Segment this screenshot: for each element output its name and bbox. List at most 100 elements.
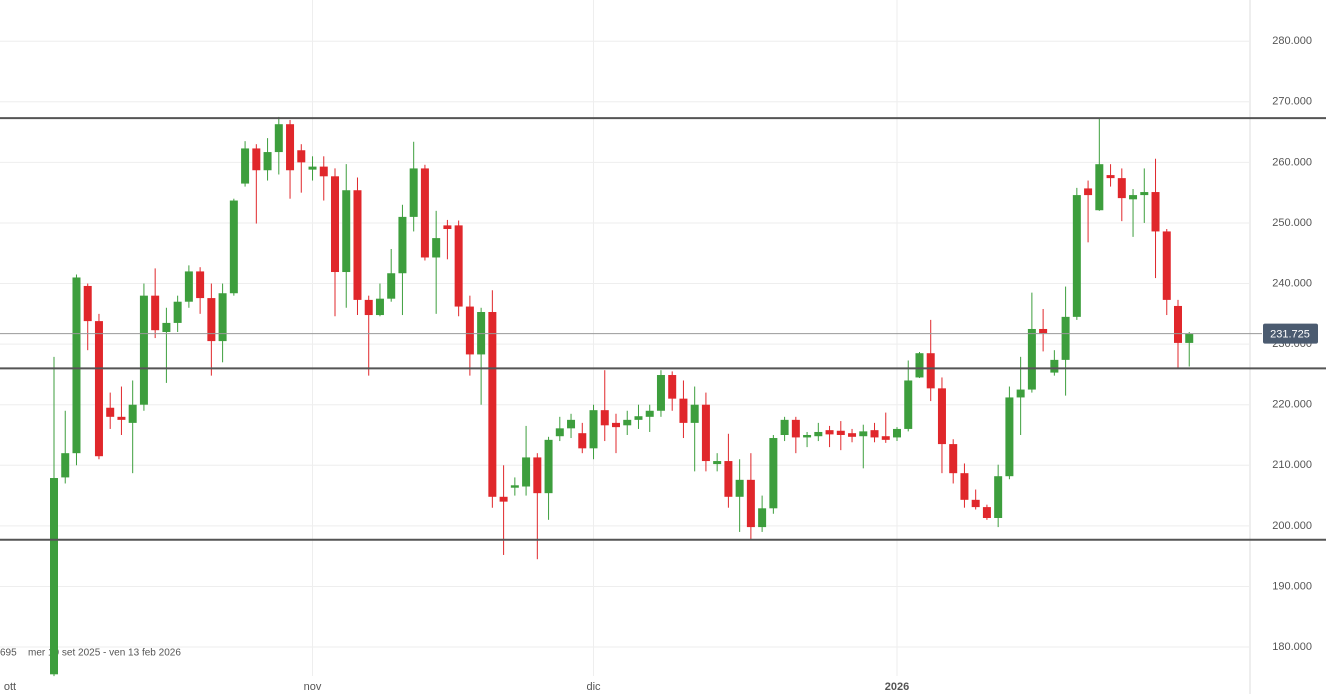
y-tick-label: 200.000 (1272, 520, 1312, 532)
candle-body (50, 478, 58, 675)
candle-body (398, 216, 407, 274)
candle-body (241, 148, 250, 184)
candle-body (623, 419, 632, 426)
candle-body (544, 439, 553, 494)
candle-body (1151, 192, 1160, 232)
candle-body (387, 273, 396, 299)
candle-body (488, 312, 497, 497)
candle-body (151, 295, 160, 331)
candle-body (836, 430, 845, 435)
candle-body (971, 499, 980, 508)
candle-body (139, 295, 148, 405)
candle-body (162, 322, 171, 333)
candle-body (522, 457, 531, 487)
candle-body (128, 404, 137, 423)
candle-body (319, 166, 328, 177)
candle-body (1016, 389, 1025, 398)
candle-body (1027, 328, 1036, 390)
candle-body (803, 434, 812, 438)
candle-body (791, 419, 800, 438)
y-tick-label: 280.000 (1272, 35, 1312, 47)
candle-body (893, 428, 901, 438)
candle-body (848, 433, 857, 437)
candle-body (229, 200, 238, 294)
candle-body (567, 419, 576, 429)
y-tick-label: 270.000 (1272, 96, 1312, 108)
candle-body (859, 431, 868, 437)
candle-body (173, 301, 182, 323)
candle-body (297, 150, 306, 163)
candle-body (982, 507, 991, 519)
last-price-tag (1263, 323, 1318, 344)
candle-body (443, 225, 452, 230)
cut-label: 695 (0, 648, 17, 659)
candle-body (274, 124, 283, 153)
candle-body (1140, 192, 1149, 196)
candle-body (196, 271, 205, 299)
candle-body (342, 190, 351, 273)
candle-body (825, 430, 834, 435)
y-tick-label: 240.000 (1272, 277, 1312, 289)
candle-body (1005, 397, 1014, 477)
candle-body (1095, 164, 1104, 211)
candle-body (465, 306, 474, 355)
candle-body (1174, 305, 1182, 343)
candle-body (331, 176, 339, 273)
candle-body (870, 430, 879, 438)
candle-body (1061, 316, 1070, 360)
candle-body (61, 453, 70, 478)
candle-body (645, 410, 654, 417)
candle-body (263, 152, 272, 171)
candle-body (578, 433, 587, 449)
x-tick-label: ott (4, 681, 16, 693)
candle-body (600, 410, 609, 426)
y-tick-label: 260.000 (1272, 156, 1312, 168)
y-tick-label: 180.000 (1272, 641, 1312, 653)
candle-body (499, 496, 508, 502)
candle-body (375, 298, 384, 316)
candle-body (218, 293, 227, 342)
candle-body (746, 479, 755, 528)
candle-body (1117, 178, 1126, 199)
y-tick-label: 250.000 (1272, 217, 1312, 229)
candle-body (1072, 195, 1081, 317)
candle-body (758, 508, 767, 528)
candle-body (409, 168, 418, 217)
candle-body (656, 375, 665, 411)
candle-body (814, 431, 823, 437)
candle-body (184, 271, 193, 302)
candle-body (286, 124, 295, 171)
x-tick-label: 2026 (885, 681, 909, 693)
candle-body (117, 416, 126, 420)
candle-body (308, 166, 317, 170)
y-tick-label: 190.000 (1272, 580, 1312, 592)
candle-body (1084, 188, 1093, 196)
x-tick-label: nov (304, 681, 322, 693)
candle-body (420, 168, 429, 258)
candle-body (432, 238, 441, 258)
candle-body (679, 398, 688, 423)
candle-body (555, 428, 564, 437)
candle-body (252, 148, 261, 171)
candle-body (915, 353, 924, 378)
candle-body (926, 353, 935, 389)
candle-body (690, 404, 699, 423)
candle-body (769, 438, 778, 509)
candle-body (937, 388, 946, 445)
candle-body (83, 285, 92, 322)
candle-body (364, 299, 373, 316)
candle-body (904, 380, 913, 429)
candle-body (668, 375, 677, 399)
y-tick-label: 210.000 (1272, 459, 1312, 471)
candle-body (353, 190, 362, 300)
candle-body (881, 436, 890, 440)
candle-body (780, 419, 789, 435)
candle-body (994, 476, 1003, 519)
candle-body (949, 444, 958, 474)
candle-body (106, 407, 115, 417)
candle-body (1106, 175, 1115, 179)
candle-body (510, 485, 519, 488)
candle-body (713, 461, 722, 465)
candle-body (612, 422, 620, 428)
